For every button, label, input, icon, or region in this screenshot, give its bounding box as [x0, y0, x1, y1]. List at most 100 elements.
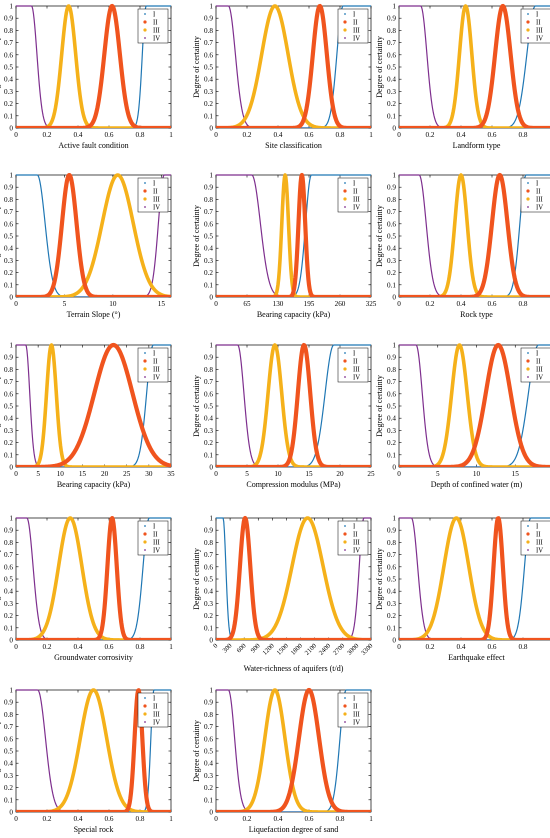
- x-tick-label: 0.2: [43, 643, 52, 651]
- y-tick-label: 1: [9, 515, 13, 523]
- x-tick-label: 30: [145, 470, 153, 478]
- legend-marker: [344, 352, 346, 354]
- y-tick-label: 0.5: [387, 576, 396, 584]
- y-tick-label: 0.3: [204, 88, 213, 96]
- legend-marker: [344, 206, 346, 208]
- y-tick-label: 0.2: [4, 269, 13, 277]
- y-tick-label: 0: [9, 809, 13, 817]
- x-tick-label: 20: [101, 470, 109, 478]
- x-tick-label: 0: [397, 643, 401, 651]
- legend-marker: [527, 352, 529, 354]
- legend-label: IV: [353, 204, 360, 211]
- y-tick-label: 0.3: [204, 772, 213, 780]
- y-tick-label: 0.1: [387, 281, 396, 289]
- x-tick-label: 0.8: [519, 643, 528, 651]
- legend-label: I: [353, 350, 356, 357]
- y-tick-label: 0.7: [387, 551, 396, 559]
- series-line-ii: [399, 342, 550, 467]
- y-tick-label: 0.9: [204, 527, 213, 535]
- y-tick-label: 0.3: [4, 600, 13, 608]
- y-tick-label: 0.7: [4, 208, 13, 216]
- x-tick-label: 1: [169, 131, 173, 139]
- x-tick-label: 130: [273, 300, 284, 308]
- x-tick-label: 0.2: [426, 300, 435, 308]
- legend-marker: [526, 197, 530, 201]
- x-tick-label: 0: [212, 642, 220, 650]
- legend-label: III: [536, 366, 544, 373]
- series-line-ii: [16, 342, 171, 467]
- x-tick-label: 5: [36, 470, 40, 478]
- series-line-i: [16, 174, 171, 297]
- x-tick-label: 0.8: [519, 131, 528, 139]
- y-tick-label: 0.8: [4, 196, 13, 204]
- y-tick-label: 0.5: [4, 233, 13, 241]
- y-tick-label: 0: [209, 637, 213, 645]
- y-tick-label: 0.6: [204, 51, 213, 59]
- x-tick-label: 1800: [290, 642, 305, 657]
- x-tick-label: 15: [79, 470, 87, 478]
- y-tick-label: 0.1: [4, 112, 13, 120]
- y-tick-label: 0.4: [387, 245, 396, 253]
- y-tick-label: 0.9: [4, 184, 13, 192]
- legend-marker: [344, 721, 346, 723]
- y-tick-label: 0.8: [4, 27, 13, 35]
- legend-label: III: [153, 27, 161, 34]
- x-tick-label: 0.2: [243, 815, 252, 823]
- x-axis-label: Water-richness of aquifers (t/d): [244, 664, 344, 673]
- chart-panel: 0 0.1 0.2 0.3 0.4 0.5 0.6 0.7 0.8 0.9 1 0 0.2 0.4 0.6 0…: [0, 687, 173, 835]
- legend-label: III: [353, 539, 361, 546]
- y-tick-label: 0.9: [387, 354, 396, 362]
- x-tick-label: 900: [250, 642, 262, 654]
- y-tick-label: 0.9: [204, 699, 213, 707]
- legend-marker: [344, 549, 346, 551]
- y-tick-label: 0.6: [4, 51, 13, 59]
- y-tick-label: 1: [392, 172, 396, 180]
- legend-label: III: [153, 196, 161, 203]
- x-tick-label: 325: [366, 300, 377, 308]
- y-tick-label: 0.6: [204, 735, 213, 743]
- y-tick-label: 0.7: [204, 723, 213, 731]
- y-tick-label: 0.2: [204, 100, 213, 108]
- y-tick-label: 0.4: [387, 415, 396, 423]
- x-tick-label: 65: [243, 300, 251, 308]
- series-line-iii: [216, 4, 371, 128]
- y-tick-label: 1: [209, 342, 213, 350]
- x-axis-label: Terrain Slope (°): [67, 310, 121, 319]
- legend-marker: [343, 540, 347, 544]
- x-tick-label: 600: [236, 642, 248, 654]
- x-tick-label: 0: [14, 131, 18, 139]
- series-line-iv: [216, 174, 371, 297]
- y-axis-label: Degree of certainty: [192, 720, 201, 782]
- series-line-ii: [216, 687, 371, 812]
- x-tick-label: 0.4: [74, 815, 83, 823]
- legend-label: I: [536, 523, 539, 530]
- legend-label: II: [353, 358, 358, 365]
- legend-label: II: [353, 19, 358, 26]
- x-axis-label: Depth of confined water (m): [431, 480, 523, 489]
- x-tick-label: 3000: [346, 642, 361, 657]
- y-tick-label: 0.8: [204, 366, 213, 374]
- legend-marker: [343, 359, 347, 363]
- y-tick-label: 0.7: [387, 378, 396, 386]
- legend-label: II: [353, 188, 358, 195]
- y-tick-label: 1: [392, 515, 396, 523]
- x-tick-label: 0: [214, 131, 218, 139]
- legend-marker: [526, 532, 530, 536]
- y-tick-label: 0.2: [387, 439, 396, 447]
- x-tick-label: 195: [304, 300, 315, 308]
- x-tick-label: 1500: [276, 642, 291, 657]
- x-tick-label: 300: [222, 642, 234, 654]
- chart-panel: 0 0.1 0.2 0.3 0.4 0.5 0.6 0.7 0.8 0.9 1 0 0.2 0.4 0.6 0…: [0, 515, 173, 663]
- y-tick-label: 0.1: [4, 796, 13, 804]
- series-line-iv: [399, 174, 550, 297]
- series-group: [16, 173, 171, 297]
- y-tick-label: 0.1: [387, 112, 396, 120]
- y-tick-label: 0.5: [4, 403, 13, 411]
- legend-label: IV: [353, 547, 360, 554]
- legend-marker: [527, 206, 529, 208]
- legend-marker: [344, 376, 346, 378]
- chart-panel: 0 0.1 0.2 0.3 0.4 0.5 0.6 0.7 0.8 0.9 1 0 0.2 0.4 0.6 0…: [192, 3, 373, 151]
